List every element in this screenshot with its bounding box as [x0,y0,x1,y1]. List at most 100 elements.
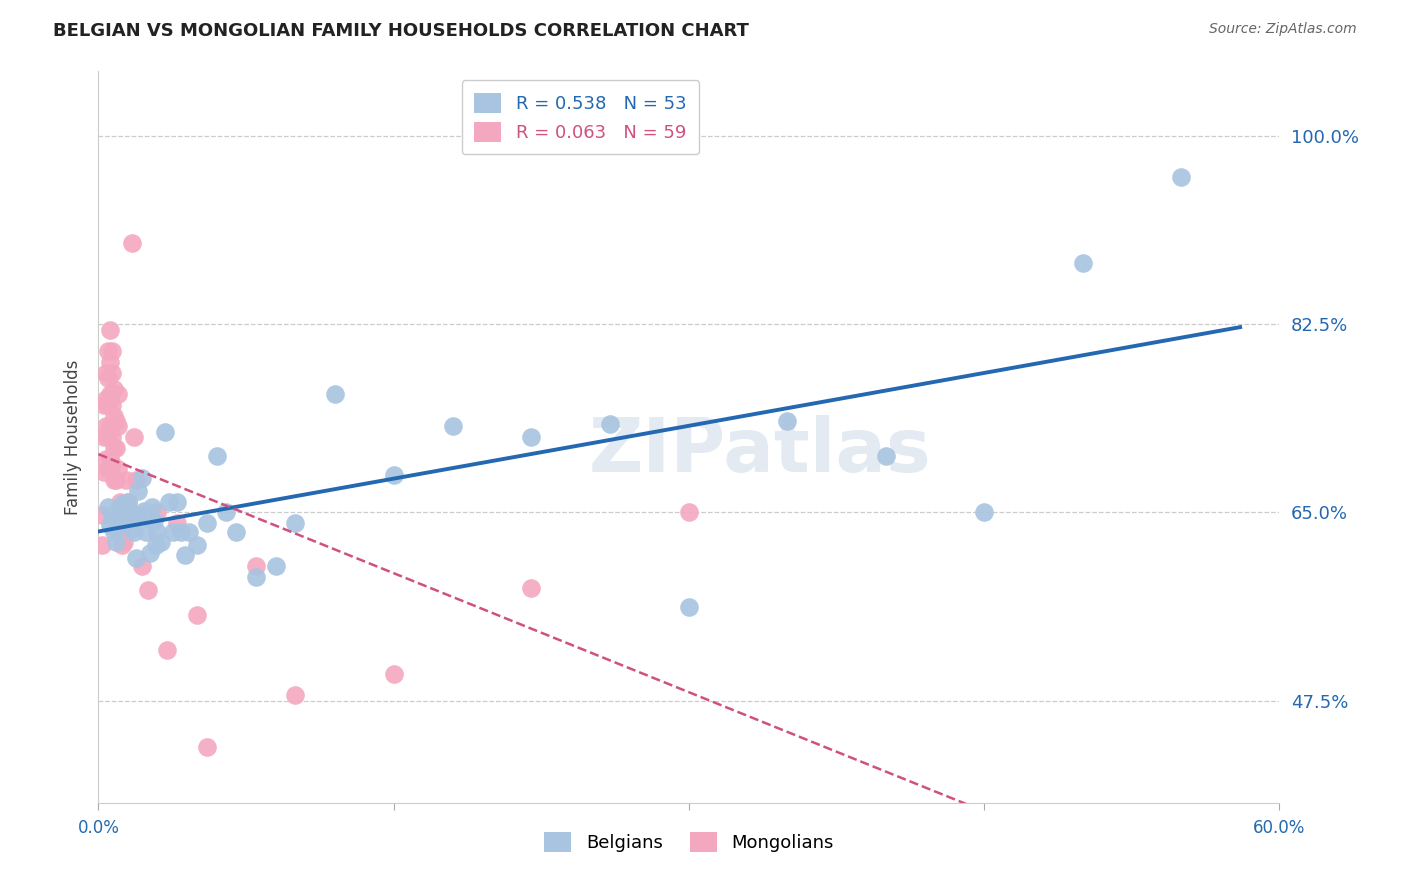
Point [108,494,131,508]
Point [103,409,125,423]
Point [156,643,179,657]
Point [111,538,134,552]
Point [127,483,149,498]
Point [142,514,165,528]
Point [101,366,124,380]
Point [121,236,143,251]
Point [599,417,621,432]
Point [117,494,139,508]
Point [97,398,120,412]
Point [107,504,129,518]
Point [284,688,307,702]
Point [146,505,169,519]
Point [225,524,247,539]
Point [136,582,159,597]
Point [284,516,307,530]
Point [776,414,799,428]
Point [98,355,121,369]
Point [101,344,124,359]
Point [150,535,173,549]
Point [166,494,188,508]
Point [93,398,115,412]
Point [264,559,287,574]
Point [112,500,135,514]
Point [96,451,118,466]
Point [162,524,184,539]
Point [122,524,145,539]
Point [382,666,405,681]
Point [96,392,118,407]
Point [96,419,118,434]
Point [132,504,155,518]
Point [131,559,153,574]
Text: 0.0%: 0.0% [77,820,120,838]
Point [98,451,121,466]
Point [125,473,148,487]
Point [678,600,700,615]
Point [91,508,114,522]
Point [138,546,160,560]
Point [112,535,135,549]
Point [103,441,125,455]
Point [105,535,128,549]
Point [91,538,114,552]
Point [105,441,128,455]
Point [103,382,125,396]
Point [93,465,115,479]
Point [105,414,128,428]
Point [973,505,995,519]
Point [97,344,120,359]
Legend: Belgians, Mongolians: Belgians, Mongolians [537,825,841,860]
Point [96,366,118,380]
Point [105,473,128,487]
Point [135,524,157,539]
Point [121,521,143,535]
Point [205,450,228,464]
Point [98,419,121,434]
Point [103,524,125,539]
Point [195,739,218,754]
Text: BELGIAN VS MONGOLIAN FAMILY HOUSEHOLDS CORRELATION CHART: BELGIAN VS MONGOLIAN FAMILY HOUSEHOLDS C… [53,22,749,40]
Point [101,457,124,471]
Point [174,549,197,563]
Point [186,607,208,622]
Point [177,524,200,539]
Point [111,503,134,517]
Point [166,516,188,530]
Point [118,508,141,522]
Point [112,514,135,528]
Point [131,471,153,485]
Point [136,510,159,524]
Text: ZIPatlas: ZIPatlas [589,415,931,488]
Point [155,425,177,439]
Point [118,505,141,519]
Point [145,538,167,552]
Point [101,430,124,444]
Point [122,430,145,444]
Point [382,467,405,482]
Point [97,371,120,385]
Point [1170,169,1192,184]
Point [98,518,121,533]
Point [98,387,121,401]
Point [98,322,121,336]
Point [520,581,543,595]
Point [875,450,897,464]
Point [678,505,700,519]
Point [103,473,125,487]
Point [97,462,120,476]
Point [323,387,346,401]
Point [215,505,238,519]
Y-axis label: Family Households: Family Households [63,359,82,515]
Point [128,508,150,522]
Point [170,524,193,539]
Point [107,462,129,476]
Point [127,508,149,522]
Point [245,570,267,584]
Point [141,500,163,514]
Text: Source: ZipAtlas.com: Source: ZipAtlas.com [1209,22,1357,37]
Point [117,494,139,508]
Point [520,430,543,444]
Point [146,524,169,539]
Point [107,419,129,434]
